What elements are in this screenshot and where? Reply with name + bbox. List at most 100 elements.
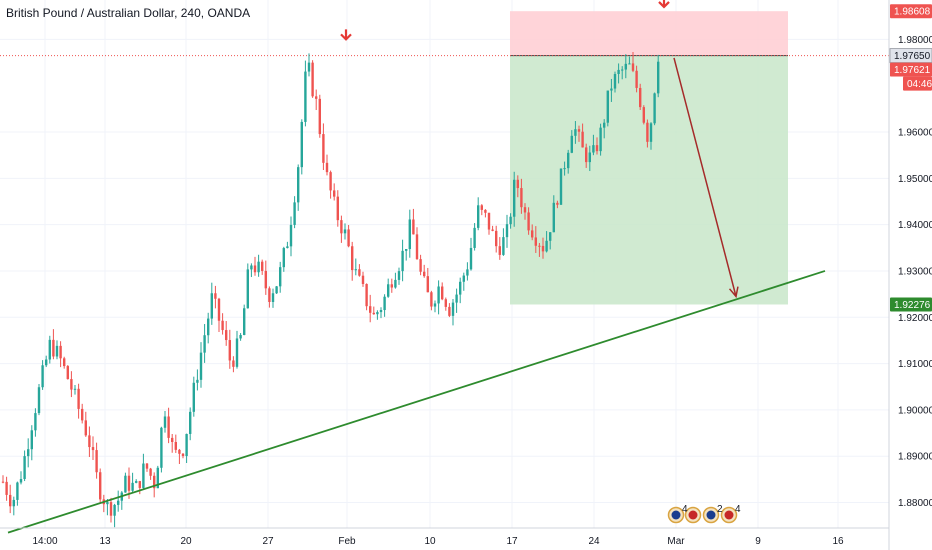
candle [552, 195, 555, 233]
y-tick-label: 1.91000 [898, 359, 932, 370]
take-profit-zone[interactable] [510, 55, 788, 305]
candle [549, 232, 552, 250]
candle [469, 237, 473, 271]
x-tick-label: 14:00 [32, 536, 57, 547]
candle [246, 263, 249, 309]
candle [531, 224, 534, 241]
candle [617, 63, 620, 84]
candle [448, 303, 451, 318]
candle [657, 54, 660, 98]
candle [239, 333, 242, 341]
candle [523, 203, 527, 220]
x-tick-label: 24 [588, 536, 600, 547]
event-flag-icon[interactable] [667, 506, 685, 524]
x-tick-label: 27 [262, 536, 274, 547]
candle [250, 263, 253, 278]
candle [30, 425, 33, 461]
candle [480, 204, 483, 216]
grid [0, 0, 889, 528]
candle [199, 342, 203, 388]
candle [81, 403, 84, 424]
candle [77, 383, 80, 419]
candle [120, 491, 123, 510]
candle [585, 143, 588, 168]
candle [109, 497, 113, 523]
candle [646, 119, 649, 148]
y-tick-label: 1.95000 [898, 174, 932, 185]
candle [624, 54, 627, 79]
candle [491, 225, 494, 232]
price-badge-stop: 1.98608 [890, 4, 932, 19]
candle [372, 306, 375, 315]
candle [55, 340, 59, 360]
stop-loss-zone[interactable] [510, 11, 788, 56]
candle [167, 407, 170, 444]
candle [174, 434, 177, 453]
candle [433, 300, 437, 313]
candle [390, 278, 393, 293]
down-arrow-icon [658, 0, 670, 9]
candle [437, 280, 440, 315]
y-tick-label: 1.92000 [898, 313, 932, 324]
x-tick-label: 17 [506, 536, 518, 547]
candle [318, 94, 321, 138]
y-tick-label: 1.94000 [898, 220, 932, 231]
economic-events[interactable]: 4 2 4 [667, 504, 742, 524]
event-flag-icon[interactable] [684, 506, 702, 524]
candle [145, 462, 149, 472]
candle [304, 60, 307, 127]
candle [336, 190, 339, 227]
candle [329, 170, 332, 199]
candle [189, 407, 192, 441]
event-flag-icon[interactable] [702, 506, 720, 524]
price-badge-last: 1.97621 [890, 62, 932, 77]
candle [354, 258, 357, 276]
candle [279, 261, 282, 293]
candle [138, 480, 141, 495]
candle [502, 228, 505, 256]
candle [343, 223, 347, 240]
candle [455, 288, 458, 313]
candle [48, 335, 51, 364]
x-tick-label: 20 [180, 536, 192, 547]
candle [124, 472, 127, 493]
candle [12, 496, 15, 516]
trendline[interactable] [7, 270, 826, 534]
candle [581, 123, 584, 148]
candle [358, 264, 361, 277]
candle [99, 468, 102, 504]
x-tick-label: 13 [99, 536, 111, 547]
drawings: 4 2 4 [7, 0, 826, 534]
candle [88, 426, 91, 457]
candle [347, 224, 350, 248]
candle [117, 490, 120, 512]
y-tick-label: 1.90000 [898, 405, 932, 416]
position-zones [0, 11, 889, 305]
candle [185, 433, 188, 464]
candle [84, 411, 87, 437]
candle [300, 119, 303, 175]
svg-text:04:46: 04:46 [907, 79, 932, 90]
candle [221, 313, 224, 335]
candle [228, 329, 231, 369]
event-flag-icon[interactable] [720, 506, 738, 524]
candle [73, 385, 77, 395]
candle [9, 484, 12, 514]
candle [563, 161, 566, 176]
candle [243, 304, 246, 336]
candle [430, 290, 433, 311]
candle [5, 476, 8, 501]
candle [603, 119, 606, 139]
candle [498, 237, 501, 260]
candle [217, 297, 221, 333]
candle [63, 356, 66, 369]
forecast-arrow[interactable] [673, 57, 739, 299]
candle [307, 53, 311, 77]
candle [570, 130, 573, 154]
candle [466, 262, 469, 281]
candle [365, 283, 368, 311]
y-tick-label: 1.88000 [898, 498, 932, 509]
